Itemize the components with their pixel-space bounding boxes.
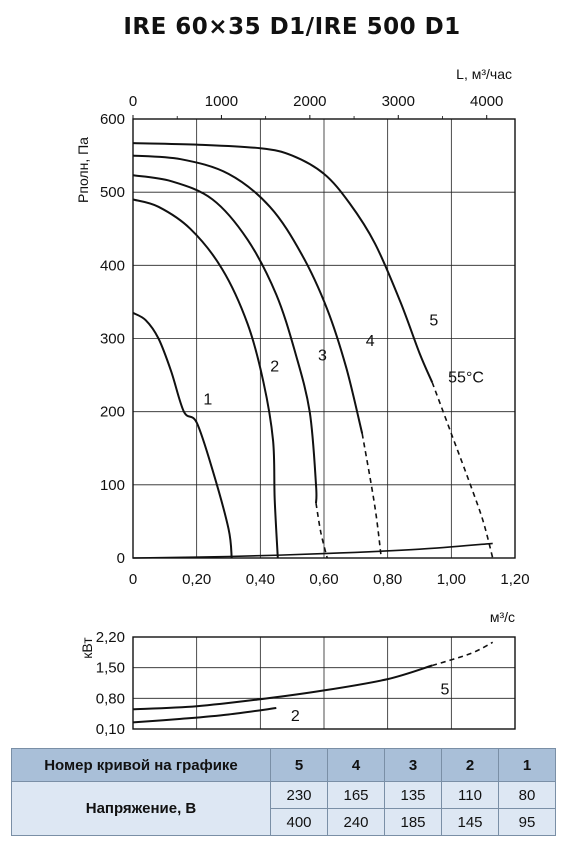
power-curves: 52 <box>132 641 494 725</box>
voltage-cell: 165 <box>327 781 385 809</box>
voltage-cell: 145 <box>441 808 499 836</box>
curve-label-5: 5 <box>429 312 438 329</box>
power-curve-2 <box>132 707 277 724</box>
table-header-label: Номер кривой на графике <box>11 748 271 782</box>
y-axis-title: Pполн, Па <box>75 137 91 203</box>
system-line <box>132 542 493 559</box>
curve-label-3: 3 <box>318 347 327 364</box>
power-axes: 2,20 1,50 0,80 0,10 кВт <box>79 629 516 738</box>
y-tick-label: 500 <box>100 184 125 201</box>
fan-curve-1 <box>132 312 233 559</box>
fan-curve-5 <box>132 142 434 383</box>
main-curves: 1 2 3 4 5 55°C <box>132 142 494 559</box>
y-tick-label: 200 <box>100 404 125 421</box>
x-tick-label: 0,80 <box>373 571 402 588</box>
fan-curve-3 <box>132 174 318 504</box>
curve-number: 2 <box>441 748 499 782</box>
fan-curve-3-dashed <box>315 502 328 559</box>
table-header-row: Номер кривой на графике 5 4 3 2 1 <box>11 748 556 782</box>
x2-tick-label: 2000 <box>293 93 326 110</box>
temperature-annotation: 55°C <box>448 369 484 386</box>
fan-curve-4-dashed <box>361 433 383 559</box>
fan-curve-2 <box>132 198 279 559</box>
x2-axis-title: L, м³/час <box>456 66 512 82</box>
voltage-cell: 240 <box>327 808 385 836</box>
voltage-cell: 400 <box>270 808 328 836</box>
curve-number: 5 <box>270 748 328 782</box>
power-curve-label-5: 5 <box>441 682 450 699</box>
y-tick-label: 400 <box>100 257 125 274</box>
x-axis-title: м³/с <box>490 609 515 625</box>
voltage-cell: 230 <box>270 781 328 809</box>
power-y-axis-title: кВт <box>79 637 95 659</box>
voltage-table: Номер кривой на графике 5 4 3 2 1 Напряж… <box>11 748 556 836</box>
x-tick-label: 1,20 <box>500 571 529 588</box>
power-frame <box>132 636 516 730</box>
table-row: 400 240 185 145 95 <box>12 808 556 836</box>
curve-number: 4 <box>327 748 385 782</box>
x-tick-label: 0,40 <box>246 571 275 588</box>
power-y-tick-label: 2,20 <box>96 629 125 646</box>
x2-tick-label: 4000 <box>470 93 503 110</box>
chart-title: IRE 60×35 D1/IRE 500 D1 <box>123 14 461 40</box>
voltage-cell: 80 <box>498 781 556 809</box>
power-grid <box>132 636 516 730</box>
table-row: Напряжение, В 230 165 135 110 80 <box>11 781 556 836</box>
x2-tick-label: 0 <box>129 93 137 110</box>
y-tick-label: 100 <box>100 477 125 494</box>
x2-tick-label: 3000 <box>382 93 415 110</box>
curve-label-4: 4 <box>366 333 375 350</box>
x-tick-label: 1,00 <box>437 571 466 588</box>
power-curve-5-dashed <box>431 641 494 667</box>
y-tick-label: 600 <box>100 111 125 128</box>
x-tick-label: 0,60 <box>309 571 338 588</box>
power-y-tick-label: 1,50 <box>96 660 125 677</box>
x2-tick-label: 1000 <box>205 93 238 110</box>
curve-label-2: 2 <box>270 358 279 375</box>
power-curve-label-2: 2 <box>291 708 300 725</box>
power-y-tick-label: 0,10 <box>96 721 125 738</box>
y-tick-label: 0 <box>117 550 125 567</box>
voltage-cell: 110 <box>441 781 499 809</box>
voltage-row-label: Напряжение, В <box>11 781 271 836</box>
voltage-cell: 95 <box>498 808 556 836</box>
x-tick-label: 0 <box>129 571 137 588</box>
power-y-tick-label: 0,80 <box>96 690 125 707</box>
curve-number: 1 <box>498 748 556 782</box>
voltage-cell: 185 <box>384 808 442 836</box>
curve-number: 3 <box>384 748 442 782</box>
y-tick-label: 300 <box>100 331 125 348</box>
fan-curve-5-dashed <box>431 382 494 559</box>
x-tick-label: 0,20 <box>182 571 211 588</box>
plot-frame <box>132 118 516 559</box>
fan-curve-4 <box>132 154 364 434</box>
voltage-cell: 135 <box>384 781 442 809</box>
curve-label-1: 1 <box>203 391 212 408</box>
main-grid <box>132 118 516 559</box>
power-curve-5 <box>132 664 433 711</box>
